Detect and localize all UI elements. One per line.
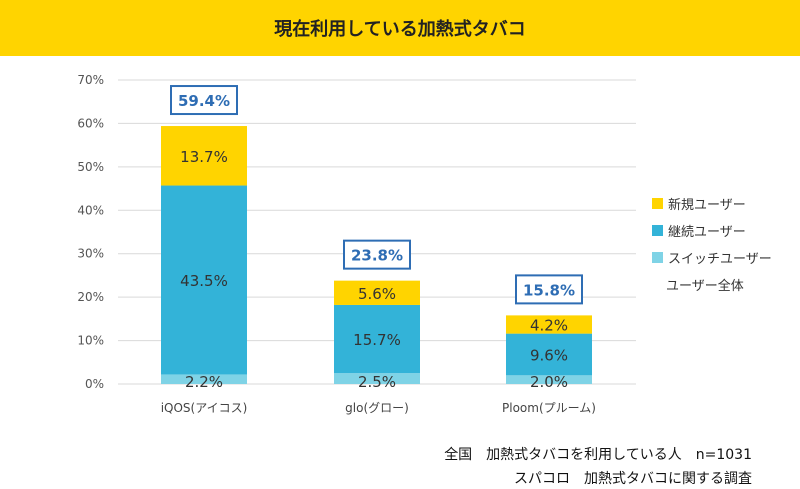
data-label-continuing: 9.6% bbox=[530, 346, 568, 364]
y-tick-label: 50% bbox=[77, 160, 104, 174]
data-label-switch: 2.2% bbox=[185, 373, 223, 391]
legend-item-new: 新規ユーザー bbox=[652, 190, 772, 217]
legend: 新規ユーザー 継続ユーザー スイッチユーザー ユーザー全体 bbox=[652, 190, 772, 298]
title-bar: 現在利用している加熱式タバコ bbox=[0, 0, 800, 56]
total-box bbox=[343, 239, 411, 270]
footnote-sample: 全国 加熱式タバコを利用している人 n=1031 bbox=[444, 447, 752, 463]
legend-label-switch: スイッチユーザー bbox=[668, 252, 772, 267]
legend-item-continuing: 継続ユーザー bbox=[652, 217, 772, 244]
bar-segment-switch bbox=[161, 374, 247, 384]
total-box bbox=[170, 85, 238, 116]
legend-item-total: ユーザー全体 bbox=[666, 279, 744, 294]
legend-label-continuing: 継続ユーザー bbox=[668, 225, 746, 240]
legend-swatch-continuing bbox=[652, 225, 663, 236]
y-tick-label: 30% bbox=[77, 247, 104, 261]
total-label: 23.8% bbox=[351, 247, 403, 265]
data-label-new: 4.2% bbox=[530, 317, 568, 335]
total-label: 59.4% bbox=[178, 92, 230, 110]
bar-segment-new bbox=[506, 315, 592, 334]
legend-item-switch: スイッチユーザー bbox=[652, 244, 772, 271]
y-tick-label: 0% bbox=[85, 377, 104, 391]
bar-segment-switch bbox=[506, 375, 592, 384]
bar-segment-continuing bbox=[161, 185, 247, 375]
x-tick-label: glo(グロー) bbox=[345, 401, 409, 415]
y-tick-label: 70% bbox=[77, 73, 104, 87]
data-label-new: 13.7% bbox=[180, 148, 228, 166]
chart-title: 現在利用している加熱式タバコ bbox=[274, 19, 526, 40]
y-tick-label: 40% bbox=[77, 203, 104, 217]
data-label-switch: 2.5% bbox=[358, 373, 396, 391]
legend-swatch-new bbox=[652, 198, 663, 209]
legend-label-new: 新規ユーザー bbox=[668, 198, 746, 213]
data-label-switch: 2.0% bbox=[530, 373, 568, 391]
data-label-continuing: 43.5% bbox=[180, 272, 228, 290]
y-tick-label: 10% bbox=[77, 334, 104, 348]
bar-segment-new bbox=[161, 126, 247, 186]
y-tick-label: 20% bbox=[77, 290, 104, 304]
y-tick-label: 60% bbox=[77, 116, 104, 130]
footnote-source: スパコロ 加熱式タバコに関する調査 bbox=[514, 471, 752, 487]
bar-segment-new bbox=[334, 280, 420, 305]
bar-segment-continuing bbox=[334, 304, 420, 374]
total-box bbox=[515, 274, 583, 305]
total-label: 15.8% bbox=[523, 281, 575, 299]
data-label-new: 5.6% bbox=[358, 285, 396, 303]
bar-segment-continuing bbox=[506, 333, 592, 376]
legend-swatch-switch bbox=[652, 252, 663, 263]
bar-segment-switch bbox=[334, 373, 420, 384]
x-tick-label: Ploom(プルーム) bbox=[502, 401, 596, 415]
data-label-continuing: 15.7% bbox=[353, 331, 401, 349]
x-tick-label: iQOS(アイコス) bbox=[161, 401, 248, 415]
